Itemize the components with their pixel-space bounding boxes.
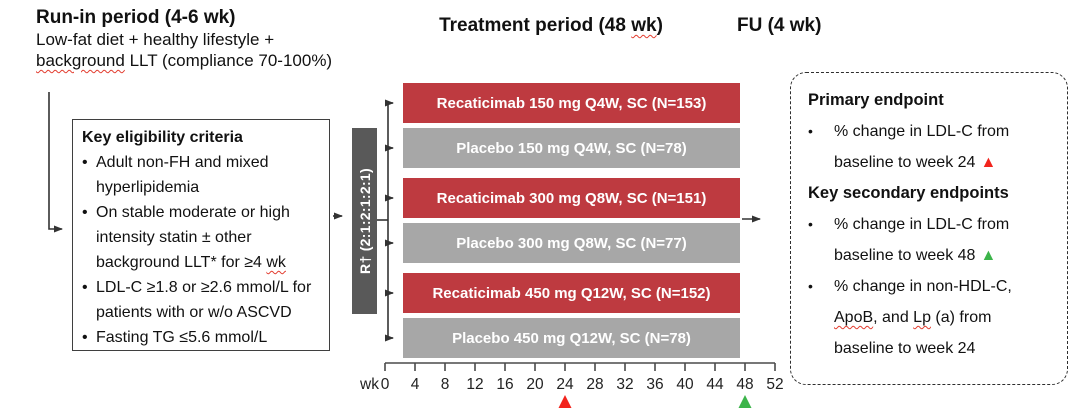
list-item: • Adult non-FH and mixed hyperlipidemia <box>82 150 321 200</box>
list-item-text: % change in LDL-C from baseline to week 2… <box>834 123 1010 171</box>
week-24-primary-marker-icon <box>558 395 572 408</box>
list-item-text: Adult non-FH and mixed hyperlipidemia <box>96 154 269 196</box>
week-48-secondary-marker-icon <box>738 395 752 408</box>
treatment-arm-label: Recaticimab 150 mg Q4W, SC (N=153) <box>436 94 707 112</box>
fu-period-title: FU (4 wk) <box>737 15 822 36</box>
week-tick-label: 32 <box>616 376 633 393</box>
green-triangle-icon: ▲ <box>980 247 997 264</box>
treatment-period-title: Treatment period (48 wk) <box>439 15 663 36</box>
bullet-icon: • <box>82 329 88 346</box>
list-item: • Fasting TG ≤5.6 mmol/L <box>82 325 321 350</box>
treatment-arm-label: Recaticimab 450 mg Q12W, SC (N=152) <box>432 284 711 302</box>
week-tick-label: 28 <box>586 376 603 393</box>
week-tick-label: 44 <box>706 376 724 393</box>
treatment-arm-bar-recaticimab: Recaticimab 300 mg Q8W, SC (N=151) <box>403 178 740 218</box>
bullet-icon: • <box>808 278 813 294</box>
runin-period-block: Run-in period (4-6 wk) Low-fat diet + he… <box>36 6 332 71</box>
list-item: • On stable moderate or high intensity sta… <box>82 200 321 275</box>
runin-title: Run-in period (4-6 wk) <box>36 7 236 28</box>
treatment-arm-bar-placebo: Placebo 450 mg Q12W, SC (N=78) <box>403 318 740 358</box>
primary-endpoint-list: • % change in LDL-C from baseline to week … <box>808 116 1057 178</box>
primary-endpoint-title: Primary endpoint <box>808 91 944 109</box>
randomization-bar: R† (2:1:2:1:2:1) <box>352 128 377 314</box>
list-item: • % change in LDL-C from baseline to week … <box>808 116 1057 178</box>
bullet-icon: • <box>82 279 88 296</box>
treatment-arm-bar-placebo: Placebo 150 mg Q4W, SC (N=78) <box>403 128 740 168</box>
week-tick-label: 12 <box>466 376 483 393</box>
week-tick-label: 20 <box>526 376 544 393</box>
list-item-text: LDL-C ≥1.8 or ≥2.6 mmol/L for patients wi… <box>96 279 312 321</box>
bullet-icon: • <box>82 204 88 221</box>
week-tick-label: 4 <box>411 376 420 393</box>
endpoints-box: Primary endpoint • % change in LDL-C from… <box>790 72 1068 385</box>
runin-subtitle-line2: background LLT (compliance 70-100%) <box>36 51 333 70</box>
randomization-label: R† (2:1:2:1:2:1) <box>356 168 373 274</box>
bullet-icon: • <box>808 216 813 232</box>
eligibility-title: Key eligibility criteria <box>82 129 243 146</box>
week-tick-label: 52 <box>766 376 783 393</box>
bullet-icon: • <box>808 123 813 139</box>
treatment-arm-bar-placebo: Placebo 300 mg Q8W, SC (N=77) <box>403 223 740 263</box>
treatment-arm-label: Placebo 300 mg Q8W, SC (N=77) <box>456 234 687 252</box>
list-item-text: On stable moderate or high intensity stat… <box>96 204 290 271</box>
treatment-arm-bar-recaticimab: Recaticimab 150 mg Q4W, SC (N=153) <box>403 83 740 123</box>
runin-to-eligibility-arrow <box>48 92 63 233</box>
week-tick-label: 40 <box>676 376 694 393</box>
list-item-text: % change in non-HDL-C, ApoB, and Lp (a) f… <box>834 278 1012 357</box>
week-tick-label: 36 <box>646 376 663 393</box>
week-tick-label: 24 <box>556 376 574 393</box>
bullet-icon: • <box>82 154 88 171</box>
secondary-endpoints-title: Key secondary endpoints <box>808 184 1009 202</box>
week-tick-label: 16 <box>496 376 513 393</box>
runin-subtitle-line1: Low-fat diet + healthy lifestyle + <box>36 30 275 49</box>
week-tick-label: 8 <box>441 376 450 393</box>
secondary-endpoints-list: • % change in LDL-C from baseline to week … <box>808 209 1057 364</box>
list-item: • % change in non-HDL-C, ApoB, and Lp (a) … <box>808 271 1057 364</box>
treatment-arm-label: Recaticimab 300 mg Q8W, SC (N=151) <box>436 189 707 207</box>
list-item: • LDL-C ≥1.8 or ≥2.6 mmol/L for patients w… <box>82 275 321 325</box>
treatment-arm-bar-recaticimab: Recaticimab 450 mg Q12W, SC (N=152) <box>403 273 740 313</box>
week-axis-unit-label: wk <box>359 376 379 393</box>
list-item: • % change in LDL-C from baseline to week … <box>808 209 1057 271</box>
treatment-arm-label: Placebo 450 mg Q12W, SC (N=78) <box>452 329 691 347</box>
list-item-text: % change in LDL-C from baseline to week 4… <box>834 216 1010 264</box>
week-tick-label: 0 <box>381 376 390 393</box>
week-tick-label: 48 <box>736 376 753 393</box>
eligibility-criteria-box: Key eligibility criteria • Adult non-FH a… <box>72 119 330 351</box>
treatment-arm-label: Placebo 150 mg Q4W, SC (N=78) <box>456 139 687 157</box>
list-item-text: Fasting TG ≤5.6 mmol/L <box>96 329 268 346</box>
red-triangle-icon: ▲ <box>980 154 997 171</box>
eligibility-list: • Adult non-FH and mixed hyperlipidemia • On… <box>82 150 321 350</box>
